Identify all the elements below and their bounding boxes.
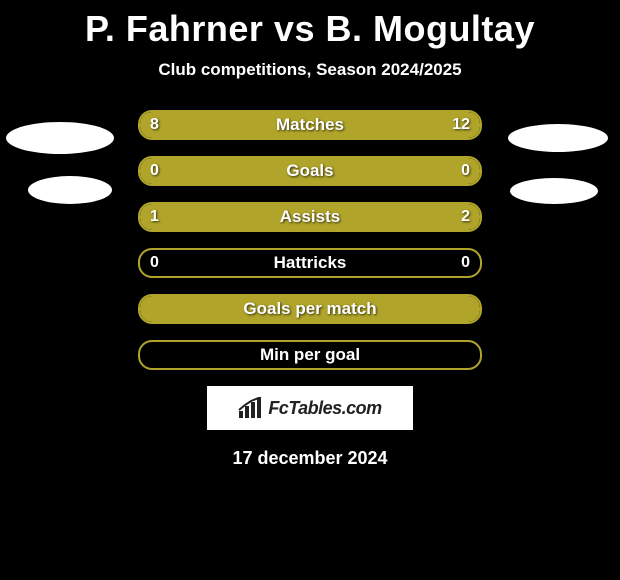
stat-row: Matches812: [138, 110, 482, 140]
chart-icon: [238, 397, 264, 419]
stat-bar-left: [140, 158, 310, 184]
stat-bar-left: [140, 112, 276, 138]
stat-row: Assists12: [138, 202, 482, 232]
stat-row: Hattricks00: [138, 248, 482, 278]
stat-bar-left: [140, 296, 310, 322]
brand-text: FcTables.com: [268, 398, 381, 419]
brand-badge: FcTables.com: [207, 386, 413, 430]
date-text: 17 december 2024: [0, 448, 620, 469]
page-title: P. Fahrner vs B. Mogultay: [0, 0, 620, 50]
stat-bar-right: [310, 296, 480, 322]
stat-row: Min per goal: [138, 340, 482, 370]
stat-bar-right: [252, 204, 480, 230]
subtitle: Club competitions, Season 2024/2025: [0, 60, 620, 80]
stat-row: Goals per match: [138, 294, 482, 324]
stat-bar-right: [310, 158, 480, 184]
stat-bar-left: [140, 204, 252, 230]
stat-bar-right: [276, 112, 480, 138]
stat-bar-spacer: [140, 342, 480, 368]
comparison-chart: Matches812 Goals00 Assists12 Hattricks00 Goa…: [0, 110, 620, 469]
stat-row: Goals00: [138, 156, 482, 186]
stat-bar-spacer: [140, 250, 480, 276]
